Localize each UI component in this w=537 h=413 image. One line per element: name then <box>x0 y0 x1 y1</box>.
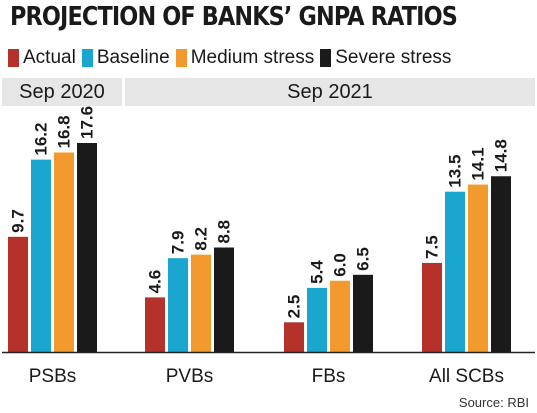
legend-item-baseline: Baseline <box>81 47 170 69</box>
period-label-sep-2020: Sep 2020 <box>2 78 122 106</box>
value-label-all-scbs-medium-stress: 14.1 <box>469 147 488 180</box>
period-label-sep-2021: Sep 2021 <box>125 78 535 106</box>
category-label-pvbs: PVBs <box>166 366 214 387</box>
value-label-psbs-medium-stress: 16.8 <box>55 115 74 148</box>
value-label-pvbs-severe-stress: 8.8 <box>215 220 234 244</box>
value-label-fbs-severe-stress: 6.5 <box>354 247 373 271</box>
legend-item-medium-stress: Medium stress <box>175 47 315 69</box>
value-label-psbs-baseline: 16.2 <box>32 123 51 156</box>
value-label-pvbs-baseline: 7.9 <box>169 231 188 255</box>
value-label-all-scbs-actual: 7.5 <box>423 235 442 259</box>
bar-pvbs-actual <box>145 297 165 352</box>
bar-all-scbs-severe-stress <box>491 176 511 352</box>
category-label-fbs: FBs <box>312 366 346 387</box>
bar-fbs-actual <box>284 322 304 352</box>
legend-swatch-baseline <box>81 49 93 67</box>
legend-label-medium-stress: Medium stress <box>190 47 315 68</box>
bar-fbs-severe-stress <box>353 274 373 352</box>
bar-psbs-severe-stress <box>77 143 97 352</box>
value-label-all-scbs-severe-stress: 14.8 <box>492 139 511 172</box>
bar-all-scbs-baseline <box>445 191 465 352</box>
bar-fbs-baseline <box>307 287 327 352</box>
legend-swatch-medium-stress <box>175 49 187 67</box>
legend-label-severe-stress: Severe stress <box>335 47 452 68</box>
value-label-fbs-medium-stress: 6.0 <box>331 253 350 277</box>
bar-psbs-medium-stress <box>54 152 74 352</box>
value-label-psbs-actual: 9.7 <box>9 209 28 233</box>
bar-psbs-actual <box>8 236 28 352</box>
legend-item-actual: Actual <box>8 47 76 69</box>
bar-pvbs-severe-stress <box>214 247 234 352</box>
bar-fbs-medium-stress <box>330 280 350 352</box>
legend-item-severe-stress: Severe stress <box>320 47 451 69</box>
legend-label-baseline: Baseline <box>96 47 170 68</box>
legend-label-actual: Actual <box>23 47 76 68</box>
value-label-pvbs-actual: 4.6 <box>146 270 165 294</box>
legend-swatch-actual <box>8 49 19 67</box>
value-label-psbs-severe-stress: 17.6 <box>78 106 97 139</box>
bar-all-scbs-medium-stress <box>468 184 488 352</box>
legend: Actual Baseline Medium stress Severe str… <box>8 45 451 71</box>
bar-psbs-baseline <box>31 159 51 352</box>
bar-all-scbs-actual <box>422 262 442 352</box>
value-label-all-scbs-baseline: 13.5 <box>446 155 465 188</box>
value-label-fbs-actual: 2.5 <box>285 295 304 319</box>
source-note: Source: RBI <box>458 395 529 410</box>
legend-swatch-severe-stress <box>320 49 332 67</box>
bar-pvbs-baseline <box>168 258 188 352</box>
chart-title: PROJECTION OF BANKS’ GNPA RATIOS <box>10 2 458 32</box>
category-label-psbs: PSBs <box>29 366 77 387</box>
value-label-pvbs-medium-stress: 8.2 <box>192 227 211 251</box>
value-label-fbs-baseline: 5.4 <box>308 260 327 284</box>
bar-pvbs-medium-stress <box>191 254 211 352</box>
category-label-all-scbs: All SCBs <box>429 366 504 387</box>
